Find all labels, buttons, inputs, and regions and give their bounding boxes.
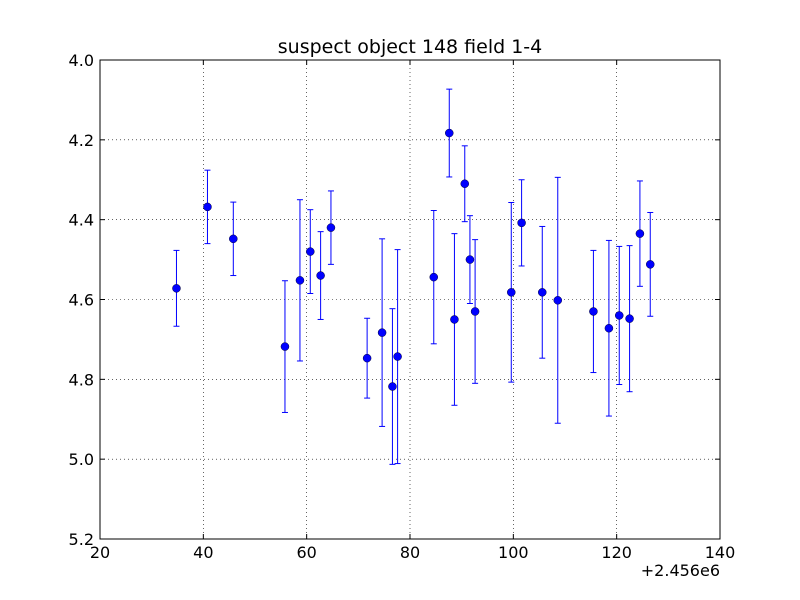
data-point: [229, 234, 238, 244]
data-point: [306, 247, 315, 256]
data-point: [460, 179, 470, 188]
y-tick-label: 4.8: [69, 370, 94, 389]
x-tick-label: 120: [601, 543, 632, 562]
data-point: [553, 296, 563, 305]
data-point: [445, 128, 454, 138]
data-point-group: [429, 209, 439, 345]
x-tick-label: 60: [296, 543, 316, 562]
y-tick-label: 4.0: [69, 51, 94, 70]
data-point-group: [393, 249, 402, 465]
axis-ticks: 20 40 60 80 100 120 140 4.0 4.2 4.4 4.6 4.8 5.0 5.2: [69, 51, 736, 562]
data-point-group: [460, 145, 470, 223]
data-point: [172, 284, 181, 293]
data-point: [625, 314, 634, 323]
chart-title: suspect object 148 field 1-4: [278, 36, 543, 58]
data-point-group: [388, 308, 397, 465]
data-point-group: [470, 239, 480, 384]
data-point-group: [646, 211, 655, 317]
data-point-group: [172, 249, 181, 327]
data-point: [538, 288, 547, 297]
data-point-group: [517, 179, 526, 267]
data-point-group: [295, 199, 305, 362]
data-point-group: [280, 280, 290, 413]
data-point-group: [635, 180, 645, 287]
data-point: [450, 315, 459, 324]
x-axis-offset-label: +2.456e6: [641, 561, 720, 580]
data-point-group: [326, 190, 336, 265]
data-point: [280, 342, 290, 351]
y-tick-label: 5.2: [69, 530, 94, 549]
data-point: [470, 307, 480, 316]
data-point-group: [362, 317, 372, 399]
data-point-group: [589, 249, 598, 374]
data-point: [517, 218, 526, 228]
x-tick-label: 80: [400, 543, 420, 562]
data-point-group: [625, 245, 634, 393]
data-point-group: [229, 201, 238, 277]
data-point: [615, 311, 624, 320]
x-tick-label: 20: [90, 543, 110, 562]
data-point-group: [306, 209, 315, 295]
data-point: [589, 307, 598, 316]
data-point: [635, 229, 645, 238]
x-tick-label: 140: [705, 543, 736, 562]
data-point-group: [465, 215, 475, 304]
y-tick-label: 4.4: [69, 211, 94, 230]
data-point: [388, 382, 397, 391]
data-point: [429, 272, 439, 282]
data-point: [604, 323, 614, 333]
data-point: [295, 276, 305, 285]
x-tick-label: 100: [498, 543, 529, 562]
data-point: [203, 202, 212, 212]
y-tick-label: 4.6: [69, 291, 94, 310]
grid: [100, 60, 720, 539]
data-point-group: [553, 176, 563, 424]
data-point-group: [450, 233, 459, 406]
data-point: [362, 353, 372, 363]
data-point-group: [615, 245, 624, 386]
data-point-group: [203, 169, 212, 245]
data-point: [377, 328, 387, 337]
y-tick-label: 4.2: [69, 131, 94, 150]
data-point-group: [445, 88, 454, 178]
data-point: [316, 271, 325, 280]
data-point: [507, 288, 516, 297]
data-points: [172, 88, 655, 465]
data-point: [646, 260, 655, 269]
data-point-group: [538, 225, 547, 359]
data-point-group: [507, 202, 516, 383]
x-tick-label: 40: [193, 543, 213, 562]
data-point-group: [377, 238, 387, 427]
data-point-group: [604, 239, 614, 417]
data-point: [393, 352, 402, 361]
y-tick-label: 5.0: [69, 450, 94, 469]
data-point-group: [316, 231, 325, 320]
data-point: [465, 255, 475, 264]
data-point: [326, 223, 336, 232]
